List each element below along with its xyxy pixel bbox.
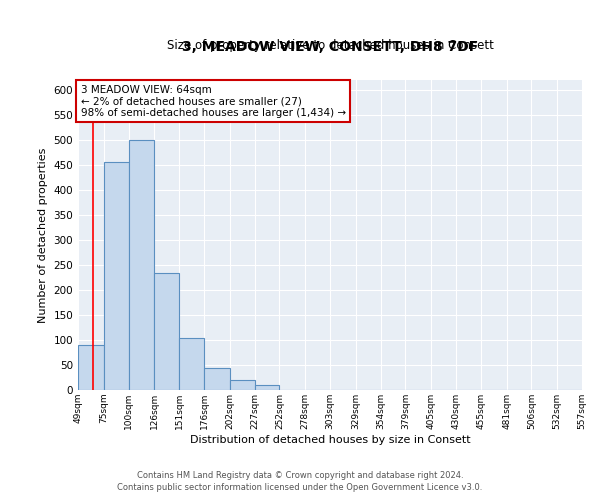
X-axis label: Distribution of detached houses by size in Consett: Distribution of detached houses by size …: [190, 434, 470, 444]
Text: Contains HM Land Registry data © Crown copyright and database right 2024.: Contains HM Land Registry data © Crown c…: [137, 471, 463, 480]
Text: Contains public sector information licensed under the Open Government Licence v3: Contains public sector information licen…: [118, 484, 482, 492]
Y-axis label: Number of detached properties: Number of detached properties: [38, 148, 48, 322]
Title: Size of property relative to detached houses in Consett: Size of property relative to detached ho…: [167, 40, 493, 52]
Bar: [204, 368, 230, 390]
Bar: [254, 385, 280, 390]
Text: 3 MEADOW VIEW: 64sqm
← 2% of detached houses are smaller (27)
98% of semi-detach: 3 MEADOW VIEW: 64sqm ← 2% of detached ho…: [80, 84, 346, 118]
Bar: [154, 272, 179, 390]
Bar: [128, 140, 154, 390]
Bar: [230, 380, 254, 390]
Bar: [179, 338, 204, 390]
Text: 3, MEADOW VIEW, CONSETT, DH8 7DF: 3, MEADOW VIEW, CONSETT, DH8 7DF: [182, 40, 478, 54]
Bar: [78, 345, 104, 390]
Bar: [104, 162, 128, 390]
